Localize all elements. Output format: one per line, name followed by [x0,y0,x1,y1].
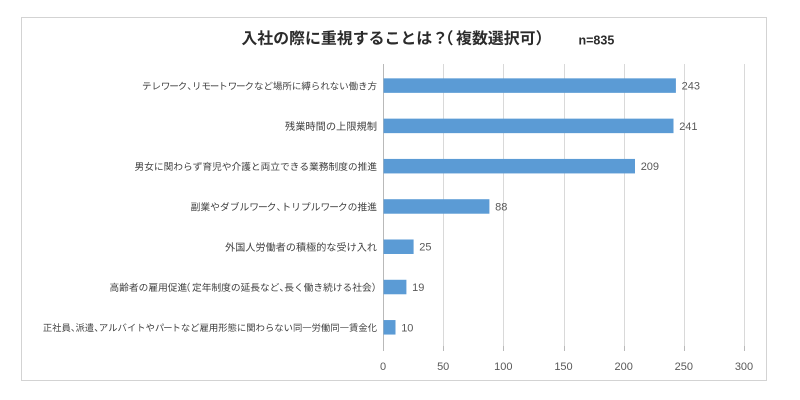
svg-text:250: 250 [675,361,693,373]
svg-text:88: 88 [495,202,507,214]
svg-text:n=835: n=835 [579,34,615,48]
svg-text:25: 25 [419,242,431,254]
svg-text:19: 19 [412,282,424,294]
svg-text:10: 10 [401,322,413,334]
svg-text:100: 100 [494,361,512,373]
svg-text:241: 241 [679,121,697,133]
svg-text:209: 209 [641,161,659,173]
svg-text:0: 0 [380,361,386,373]
svg-text:200: 200 [615,361,633,373]
svg-text:243: 243 [682,81,700,93]
svg-text:150: 150 [554,361,572,373]
svg-text:300: 300 [735,361,753,373]
svg-text:50: 50 [437,361,449,373]
